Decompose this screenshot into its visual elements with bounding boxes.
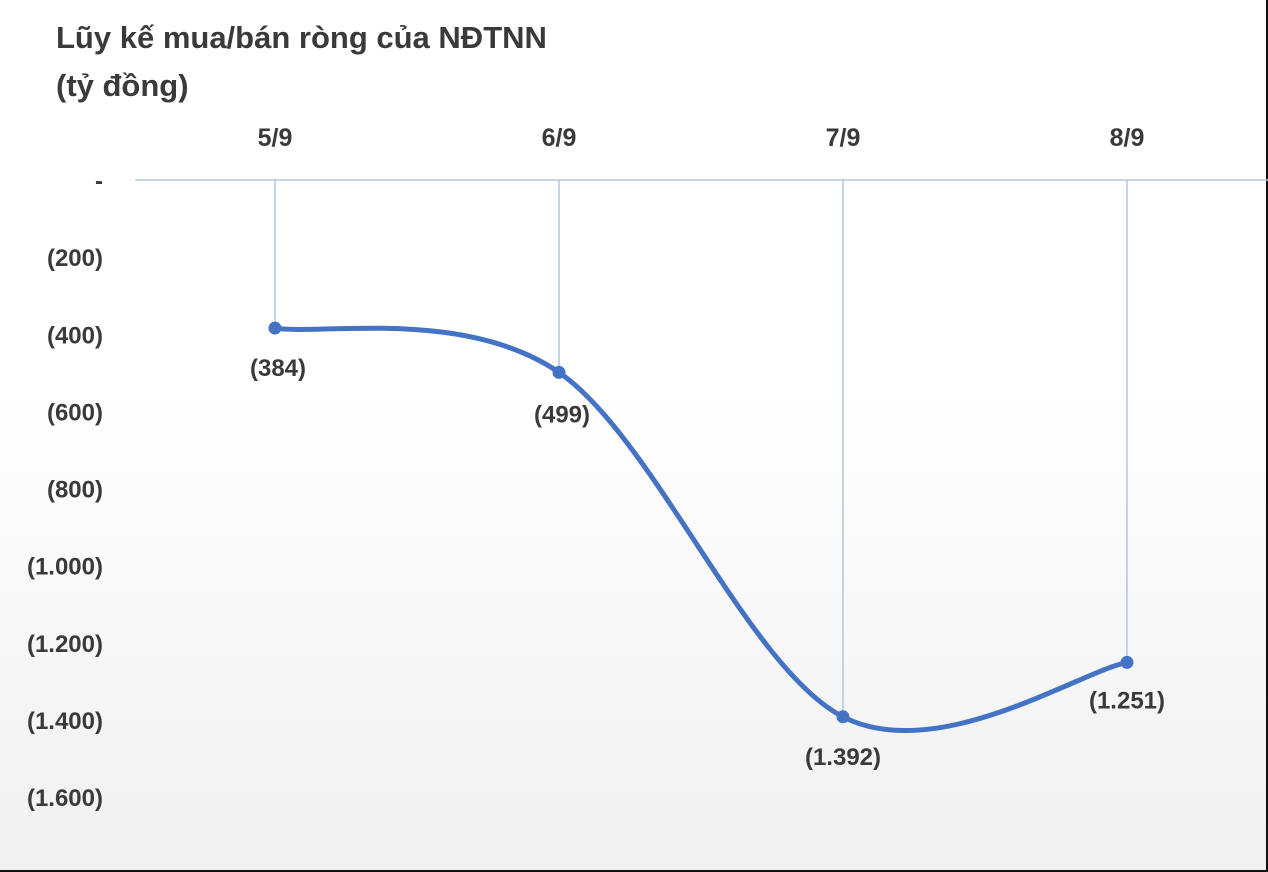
data-label: (1.392) xyxy=(805,744,881,771)
chart-title-line-1: Lũy kế mua/bán ròng của NĐTNN xyxy=(56,20,547,55)
data-label: (384) xyxy=(250,355,306,382)
x-tick-label: 5/9 xyxy=(258,124,293,152)
data-point xyxy=(836,710,850,724)
data-label: (1.251) xyxy=(1089,687,1165,714)
y-tick-label: (1.400) xyxy=(27,708,103,735)
x-tick-label: 8/9 xyxy=(1110,124,1145,152)
y-tick-label: - xyxy=(95,168,103,195)
y-tick-label: (1.000) xyxy=(27,554,103,581)
series-line xyxy=(272,325,1130,734)
data-label: (499) xyxy=(534,401,590,428)
data-point xyxy=(268,321,282,335)
y-tick-label: (800) xyxy=(47,477,103,504)
y-tick-label: (200) xyxy=(47,245,103,272)
x-tick-label: 7/9 xyxy=(826,124,861,152)
data-point xyxy=(1120,655,1134,669)
y-tick-label: (600) xyxy=(47,399,103,426)
y-tick-label: (1.200) xyxy=(27,631,103,658)
chart-title-line-2: (tỷ đồng) xyxy=(56,68,189,103)
data-point xyxy=(552,365,566,379)
y-tick-label: (1.600) xyxy=(27,785,103,812)
y-tick-label: (400) xyxy=(47,322,103,349)
x-tick-label: 6/9 xyxy=(542,124,577,152)
